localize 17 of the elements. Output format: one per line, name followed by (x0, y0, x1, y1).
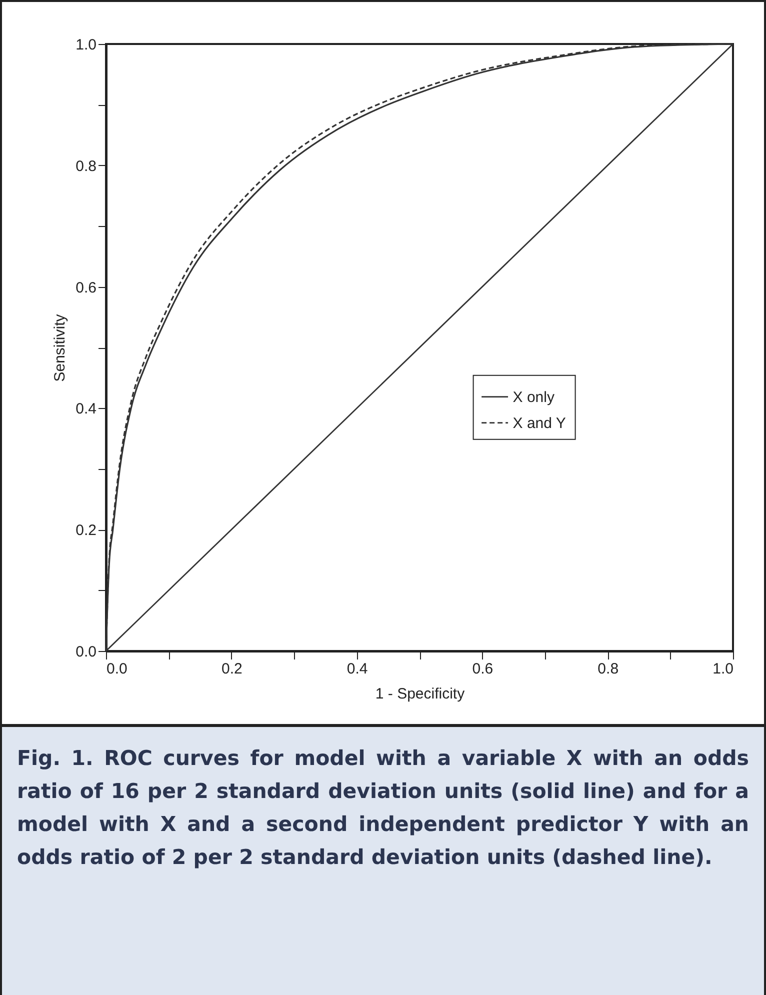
y-tick-label: 0.4 (76, 400, 96, 418)
y-tick-label: 0.8 (76, 158, 96, 175)
y-tick-label: 0.6 (76, 279, 96, 296)
legend-label: X only (512, 388, 555, 406)
x-tick-label: 0.6 (472, 660, 494, 678)
x-tick-label: 0.4 (346, 660, 368, 678)
caption: Fig. 1. ROC curves for model with a variable X with an odds ratio of 16 per 2 standard deviation units (solid line) and for a model with X and a second independent predictor Y with an odds ratio of 2 per 2 standard deviation units (dashed line). (2, 724, 764, 995)
legend-label: X and Y (512, 414, 566, 432)
y-axis-title: Sensitivity (52, 314, 69, 382)
y-tick-label: 1.0 (76, 36, 96, 54)
y-tick-label: 0.2 (76, 522, 96, 540)
x-tick-label: 1.0 (712, 660, 734, 678)
x-tick-label: 0.8 (598, 660, 619, 678)
x-tick-label: 0.2 (221, 660, 242, 678)
x-tick-label: 0.0 (106, 660, 128, 678)
x-axis-title: 1 - Specificity (375, 686, 466, 702)
y-tick-label: 0.0 (76, 644, 96, 660)
